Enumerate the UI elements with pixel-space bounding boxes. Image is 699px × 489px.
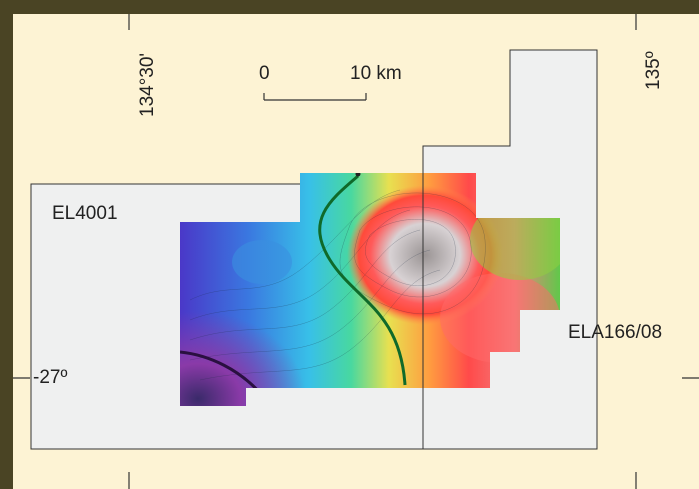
tenement-label-el4001[interactable]: EL4001 bbox=[52, 203, 118, 224]
longitude-label-east: 135º bbox=[643, 51, 664, 90]
tenement-label-ela166[interactable]: ELA166/08 bbox=[568, 322, 663, 343]
scale-start-label: 0 bbox=[259, 63, 270, 84]
scale-bar bbox=[263, 93, 367, 101]
longitude-label-west: 134°30' bbox=[137, 52, 158, 117]
latitude-label: -27º bbox=[33, 367, 68, 388]
graticule-ticks bbox=[13, 14, 699, 489]
scale-end-label: 10 km bbox=[350, 63, 402, 84]
